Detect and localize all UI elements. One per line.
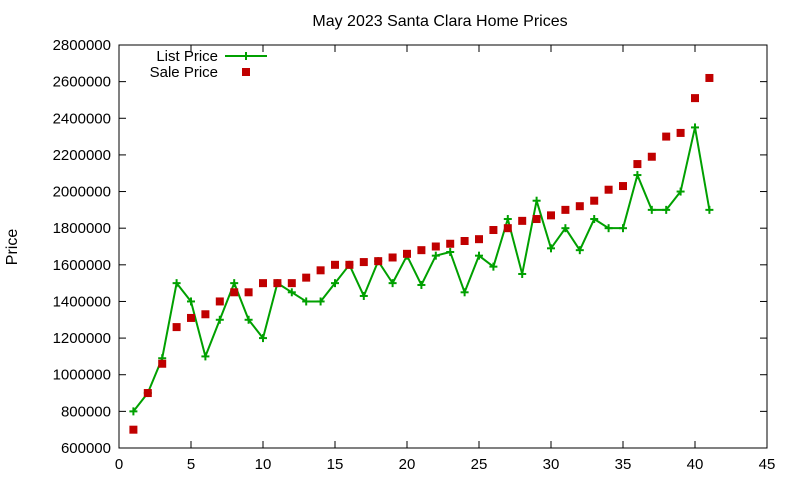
- sale-price-point: [230, 288, 239, 297]
- sale-price-point: [705, 73, 714, 82]
- sale-price-point: [475, 235, 483, 244]
- sale-price-point: [201, 310, 210, 319]
- sale-price-point: [302, 273, 311, 282]
- y-axis-label: Price: [4, 229, 21, 266]
- y-tick-label: 2400000: [53, 110, 111, 127]
- sale-price-point: [547, 211, 555, 220]
- sale-price-point: [604, 185, 613, 194]
- x-tick-label: 30: [543, 456, 560, 473]
- sale-price-point: [158, 359, 167, 368]
- sale-price-point: [287, 279, 296, 288]
- sale-price-point: [561, 205, 570, 214]
- y-tick-label: 1000000: [53, 367, 111, 384]
- sale-price-point: [503, 224, 512, 233]
- y-tick-label: 800000: [61, 403, 111, 420]
- y-tick-label: 2200000: [53, 147, 111, 164]
- sale-price-point: [619, 182, 627, 191]
- sale-price-point: [129, 425, 138, 434]
- x-tick-label: 20: [399, 456, 416, 473]
- sale-price-point: [403, 249, 411, 258]
- x-tick-label: 45: [759, 456, 776, 473]
- y-tick-label: 1800000: [53, 220, 111, 237]
- sale-price-point: [374, 257, 383, 266]
- sale-price-point: [244, 288, 253, 297]
- y-tick-label: 600000: [61, 440, 111, 457]
- series-list-price: [129, 123, 714, 416]
- x-tick-label: 10: [255, 456, 272, 473]
- x-tick-label: 15: [327, 456, 344, 473]
- sale-price-point: [316, 266, 325, 275]
- sale-price-point: [388, 253, 397, 262]
- sale-price-point: [259, 279, 267, 288]
- y-tick-label: 1200000: [53, 330, 111, 347]
- sale-price-point: [143, 389, 152, 398]
- sale-price-point: [489, 226, 498, 235]
- axes: 0 5 10 15 20 25 30 35 40 45 600000 800000 1000000 120…: [53, 37, 776, 473]
- sale-price-point: [662, 132, 671, 141]
- y-tick-label: 2800000: [53, 37, 111, 54]
- legend-label-list-price: List Price: [156, 48, 218, 65]
- sale-price-point: [647, 152, 656, 161]
- sale-price-point: [532, 215, 541, 224]
- sale-price-point: [676, 128, 685, 137]
- chart-title: May 2023 Santa Clara Home Prices: [312, 13, 567, 30]
- sale-price-point: [446, 239, 455, 248]
- series-layer: [129, 73, 714, 434]
- sale-price-point: [460, 237, 469, 246]
- x-tick-label: 40: [687, 456, 704, 473]
- y-tick-label: 2000000: [53, 184, 111, 201]
- list-price-line: [132, 126, 711, 412]
- y-tick-label: 1600000: [53, 257, 111, 274]
- sale-price-point: [215, 297, 224, 306]
- y-tick-label: 2600000: [53, 74, 111, 91]
- sale-price-point: [633, 160, 642, 169]
- x-tick-label: 0: [115, 456, 123, 473]
- sale-price-point: [345, 260, 354, 269]
- sale-price-point: [518, 216, 527, 225]
- sale-price-point: [575, 202, 584, 211]
- sale-price-point: [187, 313, 195, 322]
- sale-price-point: [331, 260, 339, 269]
- sale-price-point: [359, 258, 368, 267]
- x-tick-label: 35: [615, 456, 632, 473]
- x-tick-label: 25: [471, 456, 488, 473]
- x-tick-label: 5: [187, 456, 195, 473]
- legend-swatch-sale-price: [242, 68, 250, 76]
- sale-price-point: [590, 196, 599, 205]
- y-tick-label: 1400000: [53, 293, 111, 310]
- sale-price-point: [273, 279, 282, 288]
- sale-price-point: [417, 246, 426, 255]
- legend-label-sale-price: Sale Price: [150, 64, 218, 81]
- plot-frame: [118, 44, 768, 449]
- sale-price-point: [431, 242, 440, 251]
- sale-price-point: [172, 323, 181, 332]
- sale-price-point: [691, 94, 699, 103]
- series-sale-price: [129, 73, 714, 434]
